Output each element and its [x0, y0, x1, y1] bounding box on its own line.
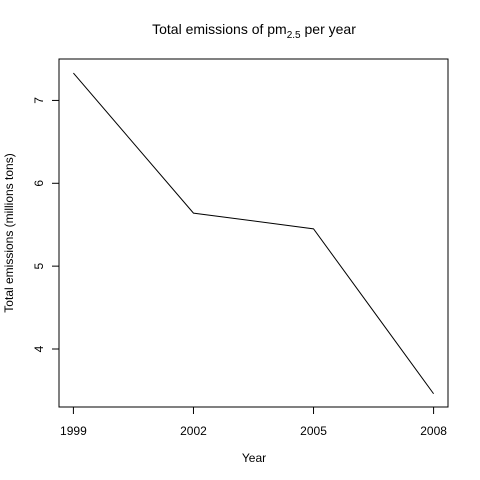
plot-frame [58, 58, 449, 408]
chart-marks [73, 72, 434, 395]
y-axis: 4 5 6 7 [32, 97, 60, 352]
y-tick-label: 4 [32, 345, 46, 352]
x-tick-label: 2008 [420, 424, 447, 438]
chart-title: Total emissions of pm2.5 per year [152, 21, 356, 41]
x-axis-title: Year [242, 451, 266, 465]
chart-title-subscript: 2.5 [287, 30, 301, 41]
x-tick-label: 2002 [180, 424, 207, 438]
chart-title-main: Total emissions of pm [152, 21, 287, 37]
y-axis-title: Total emissions (millions tons) [2, 153, 16, 312]
x-tick-label: 2005 [300, 424, 327, 438]
series-line-1 [73, 72, 434, 395]
y-tick-label: 7 [32, 97, 46, 104]
y-tick-label: 5 [32, 262, 46, 269]
y-tick-label: 6 [32, 180, 46, 187]
chart-title-tail: per year [301, 21, 357, 37]
x-tick-label: 1999 [60, 424, 87, 438]
x-axis: 1999 2002 2005 2008 [60, 406, 447, 438]
